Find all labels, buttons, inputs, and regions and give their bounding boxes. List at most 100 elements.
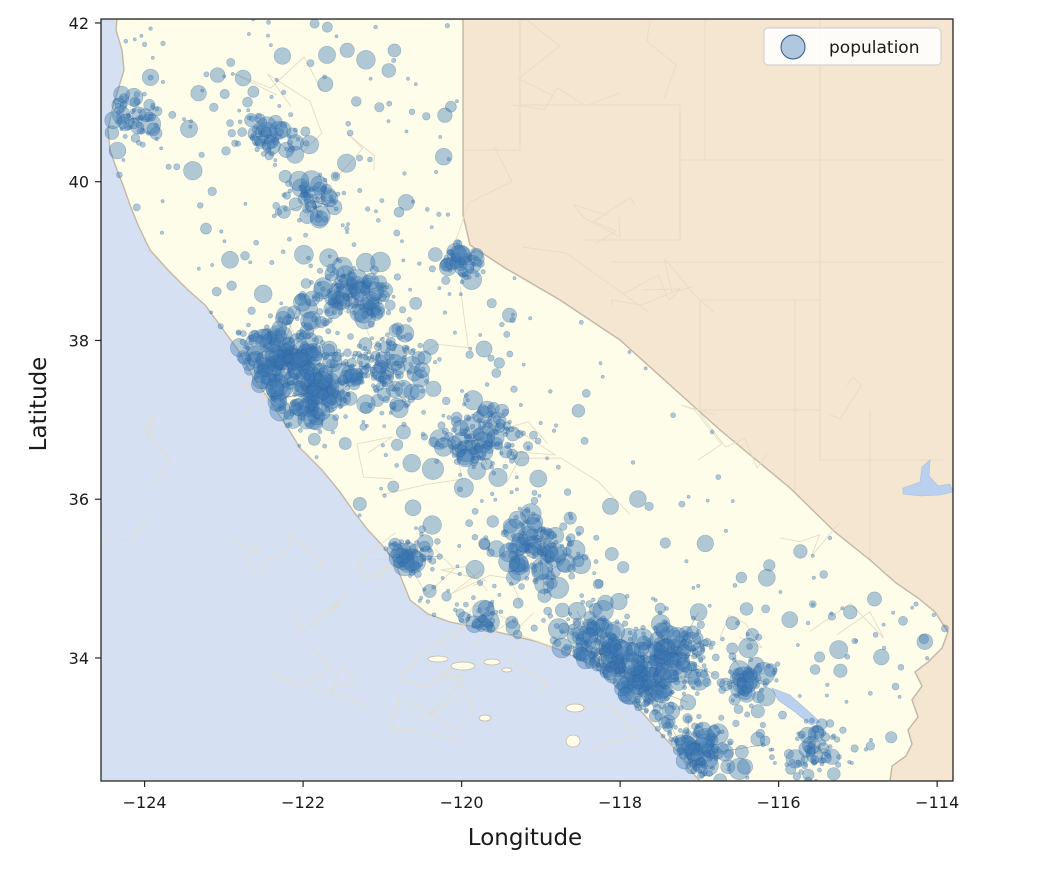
link-line <box>279 356 320 365</box>
population-point <box>270 396 276 401</box>
link-line <box>377 363 383 369</box>
population-point <box>307 398 314 405</box>
population-point <box>489 441 496 448</box>
population-point <box>328 194 334 200</box>
link-line <box>600 653 607 672</box>
population-point <box>746 643 753 650</box>
population-point <box>568 515 574 521</box>
population-point <box>606 667 611 673</box>
link-line <box>675 644 685 655</box>
population-point <box>796 643 800 647</box>
population-point <box>267 384 274 391</box>
population-point <box>579 637 585 643</box>
population-point <box>694 668 700 674</box>
population-point <box>610 637 617 644</box>
population-point <box>282 381 289 389</box>
population-point <box>226 58 236 67</box>
population-point <box>688 639 693 644</box>
population-point <box>258 334 263 339</box>
population-point <box>422 587 427 592</box>
population-point <box>422 338 439 355</box>
population-point <box>494 441 501 447</box>
population-point <box>310 396 320 406</box>
population-point <box>318 344 324 349</box>
population-point <box>409 296 423 310</box>
population-point <box>485 440 490 445</box>
population-point <box>404 499 422 517</box>
population-point <box>160 199 165 204</box>
population-point <box>557 558 571 573</box>
population-point <box>427 247 443 262</box>
population-point <box>317 429 323 435</box>
population-point <box>624 613 630 620</box>
link-line <box>660 636 676 655</box>
link-line <box>631 662 640 682</box>
population-point <box>470 423 476 430</box>
link-line <box>271 135 287 150</box>
population-point <box>488 467 508 487</box>
county-line <box>719 614 764 649</box>
population-point <box>148 113 157 122</box>
population-point <box>466 613 472 619</box>
population-point <box>299 324 315 339</box>
population-point <box>236 330 241 336</box>
county-line <box>369 548 455 596</box>
population-point <box>311 295 318 302</box>
population-point <box>655 629 661 635</box>
population-point <box>373 387 379 394</box>
population-point <box>456 444 462 450</box>
link-line <box>279 356 296 372</box>
population-point <box>288 405 294 411</box>
population-point <box>595 662 605 672</box>
population-point <box>437 357 442 362</box>
population-point <box>701 763 706 769</box>
link-line <box>290 369 312 393</box>
population-point <box>297 405 309 417</box>
link-line <box>729 677 747 685</box>
population-point <box>321 414 339 432</box>
population-point <box>272 162 278 167</box>
y-tick-label: 42 <box>69 14 89 33</box>
population-point <box>440 576 445 580</box>
population-point <box>460 389 464 393</box>
population-point <box>429 429 450 450</box>
population-point <box>368 76 373 81</box>
population-point <box>598 654 608 664</box>
population-point <box>281 346 287 352</box>
population-point <box>339 389 346 395</box>
population-point <box>394 379 413 399</box>
population-point <box>309 280 314 285</box>
population-point <box>559 522 568 531</box>
population-point <box>671 676 686 691</box>
population-point <box>614 657 625 668</box>
link-line <box>458 253 462 266</box>
population-point <box>891 682 900 691</box>
population-point <box>361 365 367 371</box>
link-line <box>346 292 351 298</box>
population-point <box>750 704 765 719</box>
population-point <box>284 356 290 362</box>
population-point <box>304 387 318 401</box>
population-point <box>708 645 714 650</box>
population-point <box>307 380 326 399</box>
population-point <box>248 334 254 340</box>
population-point <box>510 385 518 393</box>
population-point <box>703 667 708 672</box>
population-point <box>654 712 664 721</box>
population-point <box>563 488 572 496</box>
population-point <box>242 96 253 108</box>
population-point <box>653 670 659 676</box>
population-point <box>484 382 490 387</box>
population-point <box>470 444 487 462</box>
population-point <box>509 581 514 587</box>
population-point <box>165 163 172 170</box>
population-point <box>641 631 646 637</box>
county-line <box>664 258 716 314</box>
population-point <box>303 386 321 404</box>
population-point <box>681 691 686 696</box>
population-point <box>262 330 285 353</box>
link-line <box>477 624 486 628</box>
population-point <box>203 71 210 78</box>
link-line <box>271 133 277 136</box>
population-point <box>291 380 308 397</box>
